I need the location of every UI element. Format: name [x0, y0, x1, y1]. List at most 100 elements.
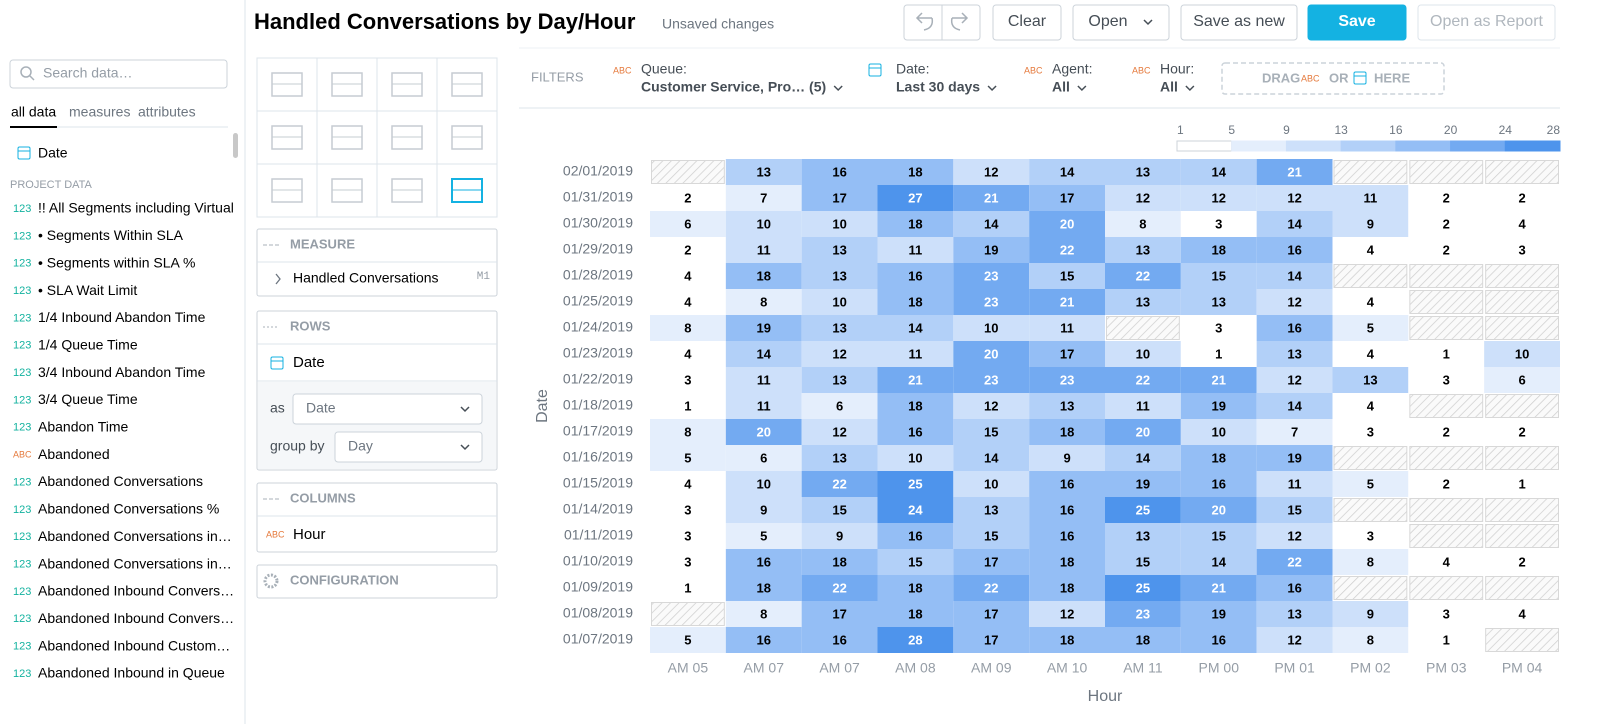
heat-cell	[1256, 289, 1333, 315]
data-item[interactable]: 3/4 Queue Time	[38, 391, 138, 407]
button[interactable]	[1307, 4, 1407, 41]
cell-label: 19	[1212, 398, 1226, 413]
empty-cell	[651, 160, 725, 184]
heat-cell	[725, 315, 802, 341]
data-item[interactable]: Abandoned Inbound Custom…	[38, 637, 230, 653]
heat-cell	[1332, 601, 1409, 627]
heat-cell	[1180, 445, 1257, 471]
cell-label: 14	[1212, 164, 1227, 179]
filter-value[interactable]: All	[1052, 79, 1070, 95]
search-box[interactable]	[9, 59, 228, 89]
cell-label: 14	[984, 216, 999, 231]
cell-label: 25	[908, 476, 922, 491]
data-item[interactable]: 1/4 Queue Time	[38, 336, 138, 352]
heat-cell	[1105, 497, 1181, 523]
data-item[interactable]: Abandoned	[38, 446, 110, 462]
heat-cell	[953, 601, 1030, 627]
empty-cell	[1485, 316, 1559, 340]
legend-swatch	[1395, 140, 1452, 152]
heat-cell	[877, 185, 954, 211]
cell-label: 17	[984, 632, 998, 647]
button[interactable]	[1072, 4, 1170, 41]
heat-cell	[1105, 263, 1181, 289]
legend-label: 16	[1389, 123, 1403, 137]
heat-cell	[1105, 159, 1181, 185]
data-item[interactable]: Abandoned Conversations in…	[38, 555, 232, 571]
chevron	[460, 406, 470, 413]
cell-label: 13	[984, 502, 998, 517]
cell-label: 13	[1060, 398, 1074, 413]
heat-cell	[1105, 367, 1181, 393]
data-item[interactable]: Abandon Time	[38, 419, 128, 435]
data-item[interactable]: 1/4 Inbound Abandon Time	[38, 309, 206, 325]
empty-cell	[1485, 160, 1559, 184]
data-item[interactable]: !! All Segments including Virtual	[38, 200, 234, 216]
tab[interactable]: attributes	[138, 104, 196, 120]
as-select[interactable]	[292, 393, 483, 425]
date-item[interactable]: Date	[38, 145, 68, 161]
heat-cell	[1484, 601, 1560, 627]
data-item[interactable]: Abandoned Conversations %	[38, 501, 219, 517]
cell-label: 18	[832, 554, 846, 569]
section[interactable]	[256, 564, 498, 599]
heat-cell	[801, 341, 878, 367]
y-tick-label: 01/24/2019	[563, 319, 633, 335]
cell-label: 16	[1060, 476, 1074, 491]
cell-label: 14	[1136, 450, 1151, 465]
filter-value[interactable]: Last 30 days	[896, 79, 980, 95]
button[interactable]	[992, 4, 1062, 41]
filter-value[interactable]: All	[1160, 79, 1178, 95]
cell-label: 14	[1287, 268, 1302, 283]
cell-label: 11	[909, 346, 923, 361]
cell-label: 16	[1060, 528, 1074, 543]
cell-label: 28	[908, 632, 922, 647]
cell-label: 19	[984, 242, 998, 257]
heat-cell	[1105, 627, 1181, 653]
heat-cell	[725, 445, 802, 471]
heat-cell	[1332, 419, 1409, 445]
tab[interactable]: measures	[69, 104, 130, 120]
calendar-icon	[270, 356, 284, 370]
empty-cell	[1409, 316, 1484, 340]
filter-value[interactable]: Customer Service, Pro… (5)	[641, 79, 826, 95]
button-label: Save as new	[1193, 13, 1285, 30]
cell-label: 7	[760, 190, 767, 205]
filter-name: Agent:	[1052, 61, 1092, 77]
heat-cell	[1105, 471, 1181, 497]
heat-cell	[1256, 471, 1333, 497]
heat-cell	[1180, 185, 1257, 211]
data-item[interactable]: Abandoned Inbound Convers…	[38, 583, 234, 599]
heat-cell	[877, 289, 954, 315]
data-item[interactable]: Abandoned Conversations in…	[38, 528, 232, 544]
button[interactable]	[1417, 4, 1556, 41]
data-item[interactable]: • Segments Within SLA	[38, 227, 184, 243]
heat-cell	[1408, 367, 1485, 393]
x-tick-label: AM 08	[895, 660, 936, 676]
legend-label: 13	[1334, 123, 1348, 137]
heat-cell	[1180, 315, 1257, 341]
legend-swatch	[1285, 140, 1342, 152]
cell-label: 13	[1136, 164, 1150, 179]
data-item[interactable]: Abandoned Inbound in Queue	[38, 665, 225, 681]
row-item[interactable]: Date	[293, 354, 325, 371]
filter-type: ABC	[613, 65, 632, 75]
data-item[interactable]: 3/4 Inbound Abandon Time	[38, 364, 206, 380]
data-item[interactable]: Abandoned Conversations	[38, 473, 203, 489]
data-item[interactable]: • Segments within SLA %	[38, 254, 195, 270]
cell-label: 4	[1443, 554, 1451, 569]
data-item[interactable]: • SLA Wait Limit	[38, 282, 137, 298]
cell-label: 5	[684, 450, 691, 465]
heat-cell	[877, 627, 954, 653]
cell-label: 3	[1367, 528, 1374, 543]
heat-cell	[1029, 497, 1105, 523]
heat-cell	[650, 471, 726, 497]
group-select[interactable]	[334, 431, 483, 463]
heat-cell	[650, 367, 726, 393]
column-item[interactable]: Hour	[293, 526, 326, 543]
cell-label: 10	[832, 216, 846, 231]
cell-label: 15	[832, 502, 846, 517]
tab[interactable]: all data	[11, 104, 56, 120]
button[interactable]	[1180, 4, 1298, 41]
data-item[interactable]: Abandoned Inbound Convers…	[38, 610, 234, 626]
measure-item[interactable]: Handled Conversations	[293, 270, 439, 286]
